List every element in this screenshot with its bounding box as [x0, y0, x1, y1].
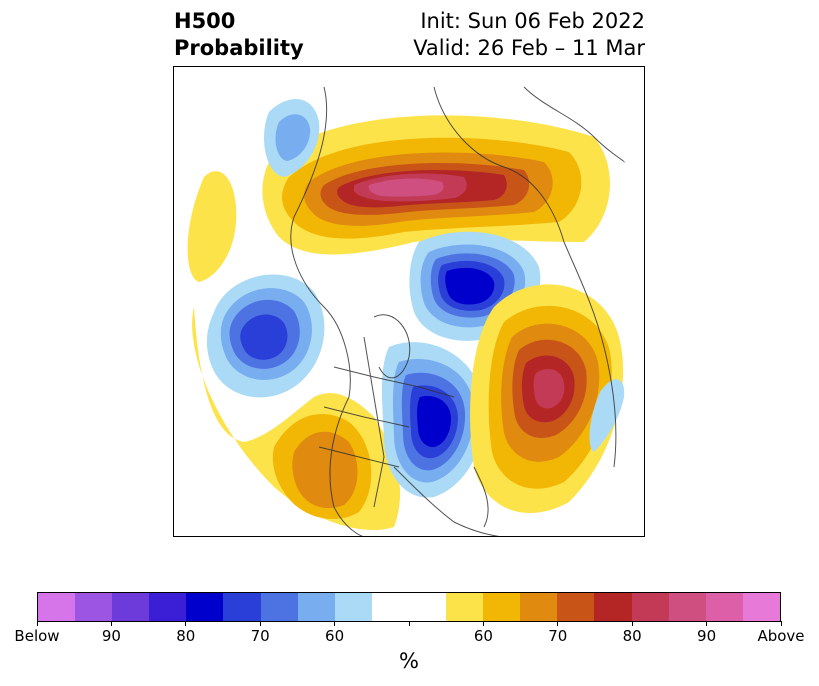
colorbar-segment: [520, 593, 558, 621]
colorbar-segment: [408, 593, 447, 621]
title-line-1: H500: [174, 9, 236, 33]
colorbar-tick-label: Below: [14, 627, 60, 645]
colorbar-segment: [149, 593, 187, 621]
colorbar-segment: [557, 593, 595, 621]
colorbar-unit-label: %: [399, 649, 419, 673]
colorbar-tick-label: 70: [250, 627, 270, 645]
colorbar-segment: [38, 593, 76, 621]
colorbar-tick: [334, 621, 336, 626]
colorbar-segment: [223, 593, 261, 621]
colorbar-tick-label: 90: [697, 627, 717, 645]
colorbar-tick: [482, 621, 484, 626]
colorbar-tick-label: 70: [548, 627, 568, 645]
colorbar-tick: [706, 621, 708, 626]
colorbar-segment: [742, 593, 780, 621]
map-subtitle: Init: Sun 06 Feb 2022 Valid: 26 Feb – 11…: [413, 8, 645, 62]
colorbar-tick-label: Above: [757, 627, 805, 645]
init-date: Init: Sun 06 Feb 2022: [420, 9, 645, 33]
colorbar-segment: [260, 593, 298, 621]
colorbar-tick-label: 90: [101, 627, 121, 645]
colorbar-tick: [631, 621, 633, 626]
colorbar-segment: [334, 593, 372, 621]
colorbar-tick: [259, 621, 261, 626]
title-line-2: Probability: [174, 36, 304, 60]
colorbar-tick: [780, 621, 782, 626]
colorbar-segment: [297, 593, 335, 621]
colorbar: [37, 592, 781, 622]
colorbar-tick: [557, 621, 559, 626]
colorbar-tick: [110, 621, 112, 626]
colorbar-segment: [186, 593, 224, 621]
anomaly-above-eurasia: [262, 115, 611, 255]
colorbar-segment: [594, 593, 632, 621]
colorbar-tick: [408, 621, 410, 626]
coastlines: [290, 86, 644, 536]
colorbar-segment: [112, 593, 150, 621]
anomaly-above-west-na: [187, 171, 401, 531]
probability-map: [173, 66, 645, 537]
colorbar-tick-label: 60: [473, 627, 493, 645]
anomaly-below-pacific: [206, 274, 325, 398]
colorbar-tick: [36, 621, 38, 626]
colorbar-tick-label: 60: [325, 627, 345, 645]
map-title: H500 Probability: [174, 8, 304, 62]
map-canvas: [187, 86, 644, 536]
valid-date-range: Valid: 26 Feb – 11 Mar: [413, 36, 645, 60]
anomaly-above-atlantic: [470, 284, 625, 514]
colorbar-segment: [371, 593, 409, 621]
anomaly-below-east-na: [381, 342, 485, 498]
colorbar-tick-label: 80: [622, 627, 642, 645]
colorbar-segment: [75, 593, 113, 621]
colorbar-segment: [483, 593, 521, 621]
colorbar-segment: [668, 593, 706, 621]
colorbar-tick-label: 80: [176, 627, 196, 645]
colorbar-tick: [185, 621, 187, 626]
colorbar-segment: [705, 593, 743, 621]
colorbar-segment: [631, 593, 669, 621]
colorbar-segment: [446, 593, 484, 621]
